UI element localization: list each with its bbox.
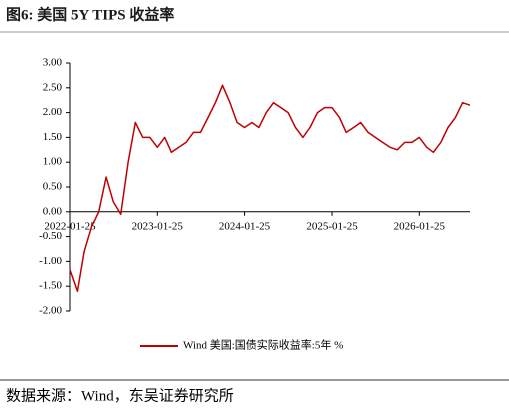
- legend-label: Wind 美国:国债实际收益率:5年 %: [183, 338, 343, 352]
- y-tick-label: 2.00: [43, 106, 63, 118]
- y-tick-label: -2.00: [39, 305, 62, 317]
- y-tick-label: 1.00: [43, 156, 63, 168]
- y-tick-label: 2.50: [43, 81, 63, 93]
- source: 数据来源：Wind，东吴证券研究所: [6, 387, 234, 404]
- x-tick-label: 2023-01-25: [132, 220, 184, 232]
- y-tick-label: -1.50: [39, 280, 62, 292]
- x-tick-label: 2025-01-25: [306, 220, 358, 232]
- series-line: [69, 84, 471, 292]
- y-tick-label: -0.50: [39, 230, 62, 242]
- x-tick-label: 2022-01-25: [44, 220, 96, 232]
- y-tick-label: 1.50: [43, 131, 63, 143]
- chart-title: 图6: 美国 5Y TIPS 收益率: [6, 5, 174, 23]
- y-tick-label: -1.00: [39, 255, 62, 267]
- x-tick-label: 2024-01-25: [219, 220, 271, 232]
- y-tick-label: 0.00: [43, 205, 63, 217]
- y-tick-label: 3.00: [43, 57, 63, 69]
- y-tick-label: 0.50: [43, 181, 63, 193]
- x-tick-label: 2026-01-25: [394, 220, 446, 232]
